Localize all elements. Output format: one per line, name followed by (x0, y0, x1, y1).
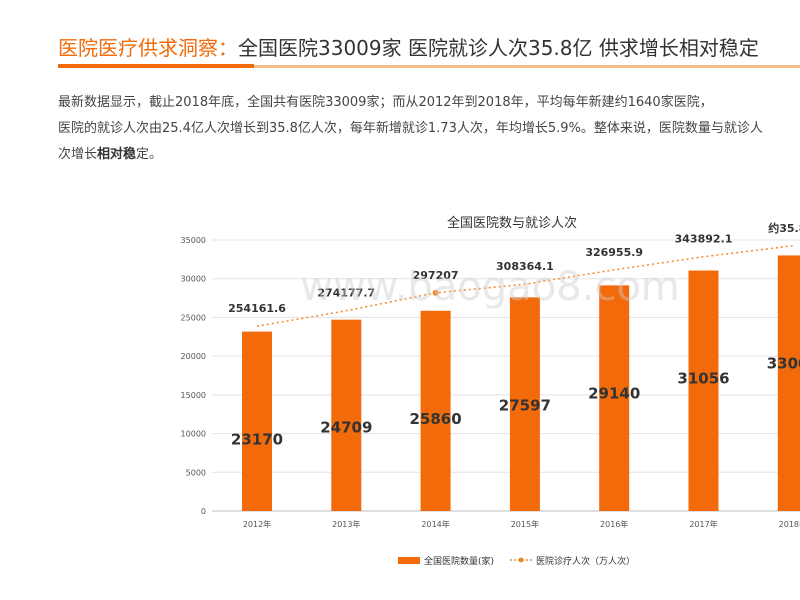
y-tick-label: 30000 (181, 275, 206, 284)
data-labels: 23170 24709 25860 27597 29140 31056 33009 25416… (228, 221, 800, 449)
intro-paragraph: 最新数据显示，截止2018年底，全国共有医院33009家；而从2012年到201… (58, 90, 800, 168)
legend-bar-swatch (398, 557, 420, 564)
intro-line-3-plain: 次增长 (58, 147, 98, 162)
chart-axes: 0 5000 10000 15000 20000 25000 30000 35000 2012年… (181, 236, 800, 529)
bar (777, 255, 800, 511)
line-value-label: 343892.1 (675, 233, 733, 246)
x-tick-label: 2014年 (421, 519, 449, 529)
title-underline-accent (58, 64, 254, 68)
line-value-label: 308364.1 (496, 260, 554, 273)
y-tick-label: 5000 (186, 468, 206, 477)
y-tick-label: 35000 (181, 236, 206, 245)
intro-line-3: 次增长相对稳定。 (58, 142, 800, 168)
intro-line-3-end: 定。 (136, 147, 163, 162)
bar-value-label: 27597 (499, 396, 551, 414)
x-tick-label: 2013年 (332, 519, 360, 529)
bar-value-label: 33009 (767, 354, 800, 372)
chart-legend: 全国医院数量(家) 医院诊疗人次（万人次） (398, 555, 635, 567)
x-tick-label: 2012年 (243, 519, 271, 529)
line-value-label: 326955.9 (585, 246, 643, 259)
y-tick-label: 25000 (181, 313, 206, 322)
page-title: 医院医疗供求洞察：全国医院33009家 医院就诊人次35.8亿 供求增长相对稳定 (58, 34, 800, 70)
x-tick-label: 2015年 (511, 519, 539, 529)
x-tick-label: 2017年 (689, 519, 717, 529)
title-highlight: 医院医疗供求洞察： (58, 36, 238, 60)
line-value-label: 约35.8亿 (768, 221, 800, 235)
intro-line-2: 医院的就诊人次由25.4亿人次增长到35.8亿人次，每年新增就诊1.73人次，年… (58, 121, 763, 136)
bar-value-label: 23170 (231, 431, 283, 449)
line-value-label: 254161.6 (228, 302, 286, 315)
bar-series (242, 255, 800, 511)
intro-line-3-bold: 相对稳 (97, 147, 137, 162)
bar-value-label: 31056 (677, 370, 729, 388)
chart-title: 全国医院数与就诊人次 (447, 215, 577, 231)
title-underline-light (254, 65, 800, 68)
legend-line-label: 医院诊疗人次（万人次） (536, 555, 635, 567)
bar-value-label: 25860 (410, 410, 462, 428)
bar-value-label: 24709 (320, 419, 372, 437)
title-underline (58, 64, 800, 68)
bar (420, 310, 451, 511)
watermark: www.baogao8.com (300, 264, 680, 310)
y-tick-label: 10000 (181, 430, 206, 439)
line-value-label: 297207 (413, 269, 459, 282)
bar (242, 331, 272, 511)
line-series (256, 245, 793, 327)
intro-line-1: 最新数据显示，截止2018年底，全国共有医院33009家；而从2012年到201… (58, 95, 713, 110)
line-marker (432, 289, 439, 296)
legend-line-marker (518, 557, 524, 563)
y-tick-label: 15000 (181, 391, 206, 400)
bar-value-label: 29140 (588, 384, 640, 402)
y-tick-label: 20000 (181, 352, 206, 361)
legend-bar-label: 全国医院数量(家) (424, 555, 494, 567)
x-tick-label: 2016年 (600, 519, 628, 529)
y-tick-label: 0 (201, 507, 206, 516)
line-value-label: 274177.7 (317, 287, 375, 300)
line-path (256, 245, 793, 327)
title-main: 全国医院33009家 医院就诊人次35.8亿 供求增长相对稳定 (238, 36, 759, 60)
bar (688, 270, 719, 511)
x-tick-label: 2018年 (779, 519, 800, 529)
bar (509, 297, 540, 511)
bar (599, 285, 630, 511)
bar (331, 319, 362, 511)
